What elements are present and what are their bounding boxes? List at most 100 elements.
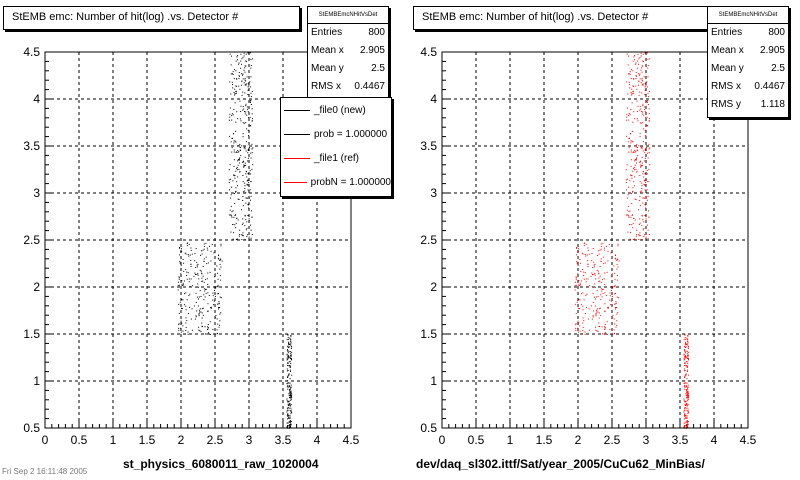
plot1-data-point	[632, 191, 634, 193]
plot1-data-point	[581, 252, 583, 254]
plot0-data-point	[207, 327, 209, 329]
plot0-data-point	[231, 147, 233, 149]
plot1-y-tick-label: 2.5	[420, 233, 437, 247]
plot1-data-point	[591, 260, 593, 262]
plot0-data-point	[286, 353, 288, 355]
plot0-data-point	[249, 173, 251, 175]
plot1-data-point	[683, 410, 685, 412]
plot0-data-point	[177, 281, 179, 283]
plot1-data-point	[627, 197, 629, 199]
plot0-data-point	[204, 296, 206, 298]
plot1-data-point	[684, 401, 686, 403]
plot0-data-point	[244, 92, 246, 94]
plot1-data-point	[647, 64, 649, 66]
plot1-data-point	[642, 83, 644, 85]
plot1-data-point	[683, 376, 685, 378]
plot1-data-point	[639, 160, 641, 162]
plot0-data-point	[235, 152, 237, 154]
plot1-data-point	[595, 296, 597, 298]
plot1-data-point	[632, 92, 634, 94]
plot1-data-point	[611, 273, 613, 275]
plot1-data-point	[687, 386, 689, 388]
plot0-data-point	[199, 330, 201, 332]
plot0-x-tick-label: 2	[178, 433, 185, 447]
plot0-data-point	[186, 274, 188, 276]
plot1-data-point	[686, 370, 688, 372]
plot0-data-point	[194, 272, 196, 274]
plot0-data-point	[288, 400, 290, 402]
plot0-data-point	[210, 306, 212, 308]
plot0-data-point	[186, 278, 188, 280]
plot1-data-point	[604, 292, 606, 294]
plot1-data-point	[582, 305, 584, 307]
plot0-data-point	[219, 268, 221, 270]
plot1-data-point	[639, 91, 641, 93]
plot0-data-point	[185, 317, 187, 319]
plot1-data-point	[639, 73, 641, 75]
plot1-data-point	[645, 197, 647, 199]
plot0-data-point	[212, 292, 214, 294]
plot1-data-point	[638, 63, 640, 65]
plot0-data-point	[178, 284, 180, 286]
plot0-data-point	[249, 170, 251, 172]
plot1-data-point	[577, 307, 579, 309]
plot0-data-point	[291, 412, 293, 414]
plot0-data-point	[219, 263, 221, 265]
plot0-data-point	[249, 81, 251, 83]
plot0-data-point	[230, 178, 232, 180]
plot0-data-point	[219, 275, 221, 277]
plot1-data-point	[687, 384, 689, 386]
plot1-data-point	[577, 257, 579, 259]
plot0-data-point	[246, 180, 248, 182]
plot0-data-point	[290, 387, 292, 389]
plot0-data-point	[290, 339, 292, 341]
plot0-data-point	[205, 288, 207, 290]
plot1-data-point	[644, 108, 646, 110]
plot1-data-point	[613, 286, 615, 288]
plot0-data-point	[244, 71, 246, 73]
plot0-data-point	[181, 299, 183, 301]
plot1-data-point	[606, 245, 608, 247]
plot0-data-point	[247, 108, 249, 110]
plot0-data-point	[218, 258, 220, 260]
plot0-data-point	[201, 277, 203, 279]
plot1-data-point	[688, 351, 690, 353]
plot1-data-point	[644, 148, 646, 150]
plot0-data-point	[286, 422, 288, 424]
plot1-data-point	[638, 94, 640, 96]
plot0-data-point	[239, 171, 241, 173]
plot0-data-point	[245, 83, 247, 85]
plot1-y-tick-label: 3	[430, 186, 437, 200]
plot0-data-point	[287, 401, 289, 403]
plot0-data-point	[289, 416, 291, 418]
plot0-data-point	[186, 320, 188, 322]
left-x-axis-title: st_physics_6080011_raw_1020004	[123, 457, 319, 471]
plot0-data-point	[182, 330, 184, 332]
plot0-data-point	[286, 380, 288, 382]
plot0-data-point	[207, 292, 209, 294]
plot1-data-point	[639, 222, 641, 224]
plot1-data-point	[684, 418, 686, 420]
plot1-data-point	[687, 358, 689, 360]
plot1-data-point	[644, 86, 646, 88]
plot0-data-point	[205, 292, 207, 294]
plot0-data-point	[288, 374, 290, 376]
plot1-data-point	[686, 425, 688, 427]
plot1-data-point	[640, 55, 642, 57]
plot0-data-point	[177, 285, 179, 287]
plot1-x-tick-label: 4	[711, 433, 718, 447]
plot1-data-point	[629, 238, 631, 240]
plot1-data-point	[634, 59, 636, 61]
plot0-data-point	[232, 210, 234, 212]
plot0-data-point	[235, 130, 237, 132]
plot0-data-point	[239, 162, 241, 164]
plot0-data-point	[290, 393, 292, 395]
plot0-data-point	[245, 111, 247, 113]
plot1-data-point	[625, 179, 627, 181]
plot1-data-point	[609, 292, 611, 294]
plot0-data-point	[287, 404, 289, 406]
plot0-data-point	[200, 254, 202, 256]
plot0-data-point	[288, 382, 290, 384]
plot1-data-point	[644, 149, 646, 151]
plot1-data-point	[600, 281, 602, 283]
